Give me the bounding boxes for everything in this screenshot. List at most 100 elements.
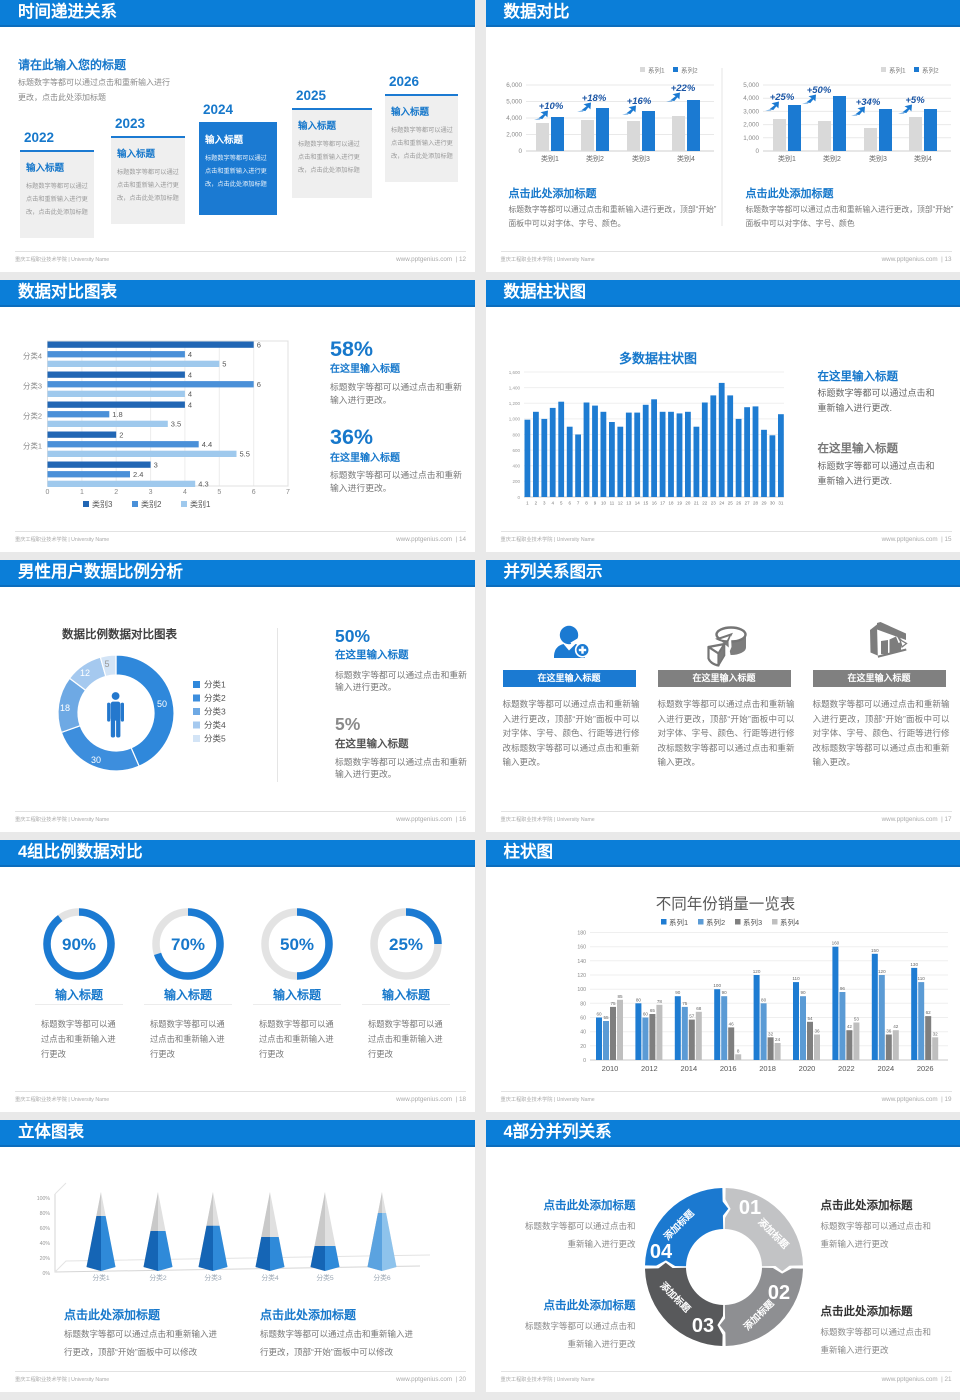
- svg-text:+25%: +25%: [769, 92, 794, 103]
- svg-text:4,000: 4,000: [506, 115, 522, 122]
- svg-text:4: 4: [188, 350, 192, 359]
- svg-text:90: 90: [721, 990, 727, 995]
- svg-text:类别2: 类别2: [141, 499, 162, 509]
- svg-text:04: 04: [649, 1241, 672, 1263]
- svg-text:类别3: 类别3: [92, 499, 113, 509]
- svg-text:2,000: 2,000: [743, 122, 759, 129]
- svg-text:系列1: 系列1: [889, 66, 906, 75]
- svg-text:90%: 90%: [62, 935, 96, 954]
- svg-text:2012: 2012: [641, 1064, 658, 1073]
- svg-text:分类1: 分类1: [23, 441, 42, 451]
- svg-text:36: 36: [814, 1029, 820, 1034]
- svg-text:02: 02: [767, 1282, 789, 1304]
- svg-text:类别2: 类别2: [586, 154, 604, 163]
- svg-text:2010: 2010: [601, 1064, 618, 1073]
- svg-text:5.5: 5.5: [240, 450, 250, 459]
- svg-text:1: 1: [80, 489, 84, 496]
- svg-text:分类3: 分类3: [204, 1273, 222, 1282]
- svg-text:分类2: 分类2: [204, 693, 226, 703]
- svg-text:6: 6: [252, 489, 256, 496]
- svg-text:90: 90: [675, 990, 681, 995]
- svg-text:40%: 40%: [40, 1241, 51, 1247]
- svg-text:130: 130: [910, 962, 918, 967]
- svg-text:5: 5: [217, 489, 221, 496]
- svg-text:2: 2: [119, 431, 123, 440]
- svg-text:10: 10: [600, 501, 606, 506]
- svg-text:85: 85: [617, 994, 623, 999]
- svg-text:+10%: +10%: [538, 101, 563, 112]
- svg-text:110: 110: [792, 976, 800, 981]
- svg-text:80: 80: [580, 1001, 586, 1007]
- svg-text:7: 7: [576, 501, 579, 506]
- svg-text:系列4: 系列4: [780, 917, 799, 927]
- svg-text:6,000: 6,000: [506, 82, 522, 89]
- svg-text:1,200: 1,200: [508, 401, 520, 406]
- svg-text:2020: 2020: [798, 1064, 815, 1073]
- svg-text:30: 30: [769, 501, 775, 506]
- svg-text:31: 31: [778, 501, 784, 506]
- svg-text:03: 03: [691, 1315, 713, 1337]
- svg-text:20: 20: [580, 1044, 586, 1050]
- svg-text:0: 0: [46, 489, 50, 496]
- svg-text:5,000: 5,000: [506, 99, 522, 106]
- svg-text:系列1: 系列1: [669, 917, 688, 927]
- svg-text:100: 100: [713, 983, 721, 988]
- svg-text:29: 29: [761, 501, 767, 506]
- svg-text:60%: 60%: [40, 1226, 51, 1232]
- svg-text:32: 32: [932, 1031, 938, 1036]
- svg-text:类别4: 类别4: [914, 154, 932, 163]
- svg-text:+16%: +16%: [626, 96, 651, 107]
- svg-text:110: 110: [917, 976, 925, 981]
- svg-text:2: 2: [534, 501, 537, 506]
- svg-text:19: 19: [676, 501, 682, 506]
- svg-text:分类1: 分类1: [204, 680, 226, 690]
- svg-text:7: 7: [286, 489, 290, 496]
- svg-text:+22%: +22%: [670, 83, 695, 94]
- svg-text:20: 20: [685, 501, 691, 506]
- svg-text:5: 5: [104, 659, 109, 669]
- svg-text:2016: 2016: [719, 1064, 736, 1073]
- svg-text:75: 75: [610, 1001, 616, 1006]
- svg-text:分类1: 分类1: [92, 1273, 110, 1282]
- svg-text:80: 80: [635, 997, 641, 1002]
- svg-text:32: 32: [768, 1031, 774, 1036]
- svg-text:50%: 50%: [280, 935, 314, 954]
- svg-text:2024: 2024: [877, 1064, 894, 1073]
- svg-text:+50%: +50%: [806, 85, 831, 96]
- svg-text:16: 16: [651, 501, 657, 506]
- svg-text:分类4: 分类4: [23, 351, 42, 361]
- svg-text:30: 30: [91, 755, 101, 765]
- svg-text:42: 42: [893, 1024, 899, 1029]
- svg-text:分类5: 分类5: [204, 734, 226, 744]
- svg-text:6: 6: [257, 341, 261, 350]
- svg-text:分类2: 分类2: [23, 411, 42, 421]
- svg-text:类别3: 类别3: [632, 154, 650, 163]
- svg-text:系列1: 系列1: [648, 66, 665, 75]
- svg-text:1.8: 1.8: [112, 410, 122, 419]
- svg-text:6: 6: [257, 380, 261, 389]
- svg-text:160: 160: [831, 941, 839, 946]
- svg-text:分类4: 分类4: [261, 1273, 279, 1282]
- svg-text:15: 15: [643, 501, 649, 506]
- svg-text:46: 46: [728, 1021, 734, 1026]
- svg-text:2.4: 2.4: [133, 470, 143, 479]
- svg-text:8: 8: [736, 1048, 739, 1053]
- svg-text:类别1: 类别1: [190, 499, 211, 509]
- svg-text:21: 21: [693, 501, 699, 506]
- svg-text:80: 80: [761, 997, 767, 1002]
- svg-text:系列2: 系列2: [681, 66, 698, 75]
- svg-text:57: 57: [689, 1014, 695, 1019]
- svg-text:0: 0: [517, 495, 520, 500]
- svg-text:5,000: 5,000: [743, 82, 759, 89]
- svg-text:100%: 100%: [37, 1196, 51, 1202]
- svg-text:40: 40: [580, 1030, 586, 1036]
- svg-text:4: 4: [551, 501, 554, 506]
- svg-text:类别1: 类别1: [541, 154, 559, 163]
- svg-text:42: 42: [846, 1024, 852, 1029]
- svg-text:分类3: 分类3: [204, 707, 226, 717]
- svg-text:3: 3: [543, 501, 546, 506]
- svg-text:1,000: 1,000: [508, 417, 520, 422]
- svg-text:23: 23: [710, 501, 716, 506]
- svg-text:类别2: 类别2: [823, 154, 841, 163]
- svg-text:0: 0: [518, 148, 522, 155]
